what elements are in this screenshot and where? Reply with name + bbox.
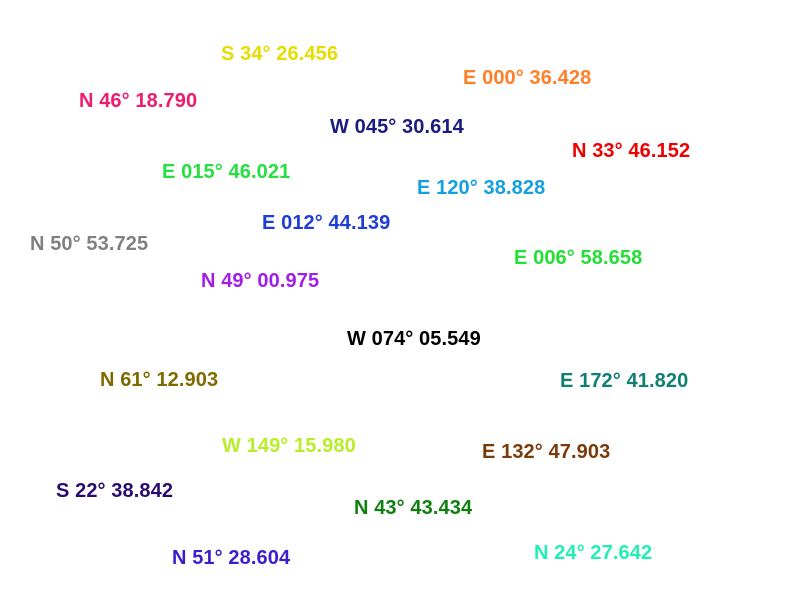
coord-label-n50: N 50° 53.725 bbox=[30, 233, 149, 255]
coord-label-e006: E 006° 58.658 bbox=[514, 247, 643, 269]
coord-label-n43: N 43° 43.434 bbox=[354, 497, 473, 519]
coord-label-s22: S 22° 38.842 bbox=[56, 480, 174, 502]
coord-label-e012: E 012° 44.139 bbox=[262, 212, 391, 234]
coord-label-e000: E 000° 36.428 bbox=[463, 67, 592, 89]
coord-label-e172: E 172° 41.820 bbox=[560, 370, 689, 392]
coord-label-w149: W 149° 15.980 bbox=[222, 435, 356, 457]
coord-label-n24: N 24° 27.642 bbox=[534, 542, 653, 564]
coord-label-n61: N 61° 12.903 bbox=[100, 369, 219, 391]
coord-label-s34: S 34° 26.456 bbox=[221, 43, 339, 65]
coord-label-w045: W 045° 30.614 bbox=[330, 116, 464, 138]
coord-label-e132: E 132° 47.903 bbox=[482, 441, 611, 463]
coord-label-e120: E 120° 38.828 bbox=[417, 177, 546, 199]
coord-label-n49: N 49° 00.975 bbox=[201, 270, 320, 292]
coord-label-n33: N 33° 46.152 bbox=[572, 140, 691, 162]
coord-label-w074: W 074° 05.549 bbox=[347, 328, 481, 350]
coord-label-e015: E 015° 46.021 bbox=[162, 161, 291, 183]
coord-label-n46: N 46° 18.790 bbox=[79, 90, 198, 112]
coord-label-n51: N 51° 28.604 bbox=[172, 547, 291, 569]
